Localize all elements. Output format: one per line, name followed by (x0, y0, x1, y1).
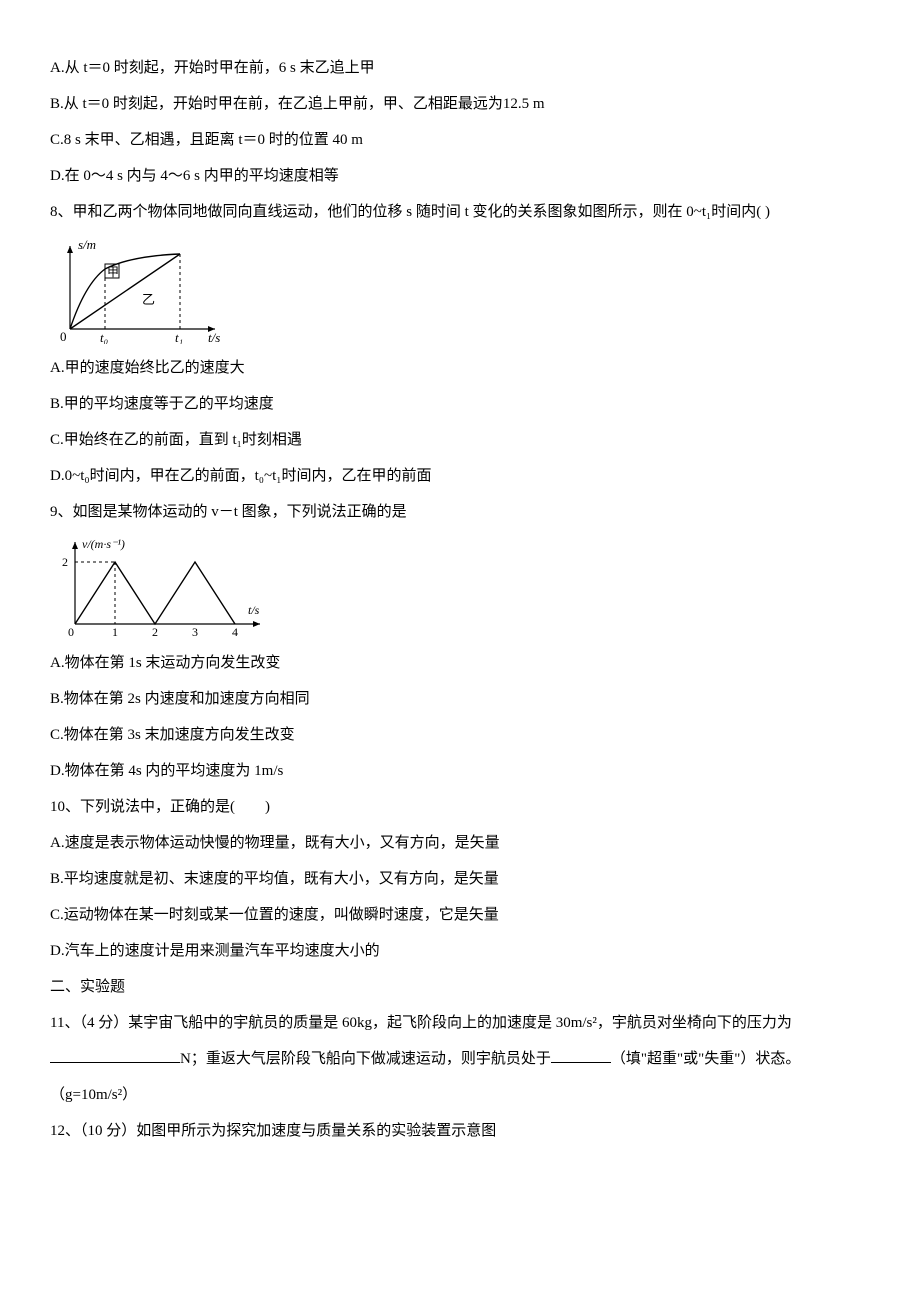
q9-graph: v/(m·s⁻¹) t/s 2 0 1 2 3 4 (50, 534, 870, 639)
q11-part3: （填"超重"或"失重"）状态。 (611, 1051, 801, 1067)
q11-line3: （g=10m/s²） (50, 1077, 870, 1113)
q11-part2: N；重返大气层阶段飞船向下做减速运动，则宇航员处于 (180, 1051, 551, 1067)
q7-choice-d: D.在 0～4 s 内与 4～6 s 内甲的平均速度相等 (50, 158, 870, 194)
q8-choice-d: D.0~t₀时间内，甲在乙的前面，t₀~t₁时间内，乙在甲的前面 (50, 458, 870, 494)
svg-text:0: 0 (60, 329, 67, 344)
q7-choice-c: C.8 s 末甲、乙相遇，且距离 t＝0 时的位置 40 m (50, 122, 870, 158)
q8-choice-c: C.甲始终在乙的前面，直到 t₁时刻相遇 (50, 422, 870, 458)
q8-choice-b: B.甲的平均速度等于乙的平均速度 (50, 386, 870, 422)
svg-text:v/(m·s⁻¹): v/(m·s⁻¹) (82, 537, 125, 551)
svg-text:2: 2 (152, 625, 158, 639)
svg-text:4: 4 (232, 625, 238, 639)
svg-text:1: 1 (112, 625, 118, 639)
q8-choice-a: A.甲的速度始终比乙的速度大 (50, 350, 870, 386)
q10-choice-c: C.运动物体在某一时刻或某一位置的速度，叫做瞬时速度，它是矢量 (50, 897, 870, 933)
q12-stem: 12、（10 分）如图甲所示为探究加速度与质量关系的实验装置示意图 (50, 1113, 870, 1149)
q8-stem: 8、甲和乙两个物体同地做同向直线运动，他们的位移 s 随时间 t 变化的关系图象… (50, 194, 870, 230)
section2-title: 二、实验题 (50, 969, 870, 1005)
q11-blank2 (551, 1048, 611, 1063)
q10-stem: 10、下列说法中，正确的是( ) (50, 789, 870, 825)
svg-text:2: 2 (62, 555, 68, 569)
q10-choice-b: B.平均速度就是初、末速度的平均值，既有大小，又有方向，是矢量 (50, 861, 870, 897)
q11-line1: 11、（4 分）某宇宙飞船中的宇航员的质量是 60kg，起飞阶段向上的加速度是 … (50, 1005, 870, 1041)
svg-text:s/m: s/m (78, 237, 96, 252)
q7-choice-b: B.从 t＝0 时刻起，开始时甲在前，在乙追上甲前，甲、乙相距最远为12.5 m (50, 86, 870, 122)
q11-part1: 11、（4 分）某宇宙飞船中的宇航员的质量是 60kg，起飞阶段向上的加速度是 … (50, 1015, 792, 1031)
svg-text:甲: 甲 (107, 265, 119, 279)
q11-blank1 (50, 1048, 180, 1063)
svg-text:3: 3 (192, 625, 198, 639)
svg-text:乙: 乙 (142, 292, 155, 307)
q9-choice-c: C.物体在第 3s 末加速度方向发生改变 (50, 717, 870, 753)
svg-text:0: 0 (68, 625, 74, 639)
q9-choice-a: A.物体在第 1s 末运动方向发生改变 (50, 645, 870, 681)
q10-choice-d: D.汽车上的速度计是用来测量汽车平均速度大小的 (50, 933, 870, 969)
q9-choice-d: D.物体在第 4s 内的平均速度为 1m/s (50, 753, 870, 789)
q10-choice-a: A.速度是表示物体运动快慢的物理量，既有大小，又有方向，是矢量 (50, 825, 870, 861)
q11-line2: N；重返大气层阶段飞船向下做减速运动，则宇航员处于 （填"超重"或"失重"）状态。 (50, 1041, 870, 1077)
svg-text:t/s: t/s (208, 330, 220, 344)
q7-choice-a: A.从 t＝0 时刻起，开始时甲在前，6 s 末乙追上甲 (50, 50, 870, 86)
svg-text:t/s: t/s (248, 603, 260, 617)
q9-stem: 9、如图是某物体运动的 v－t 图象，下列说法正确的是 (50, 494, 870, 530)
svg-text:t₁: t₁ (175, 330, 183, 344)
q9-choice-b: B.物体在第 2s 内速度和加速度方向相同 (50, 681, 870, 717)
svg-text:t₀: t₀ (100, 330, 108, 344)
q8-graph: s/m t/s 0 t₀ t₁ 甲 乙 (50, 234, 870, 344)
